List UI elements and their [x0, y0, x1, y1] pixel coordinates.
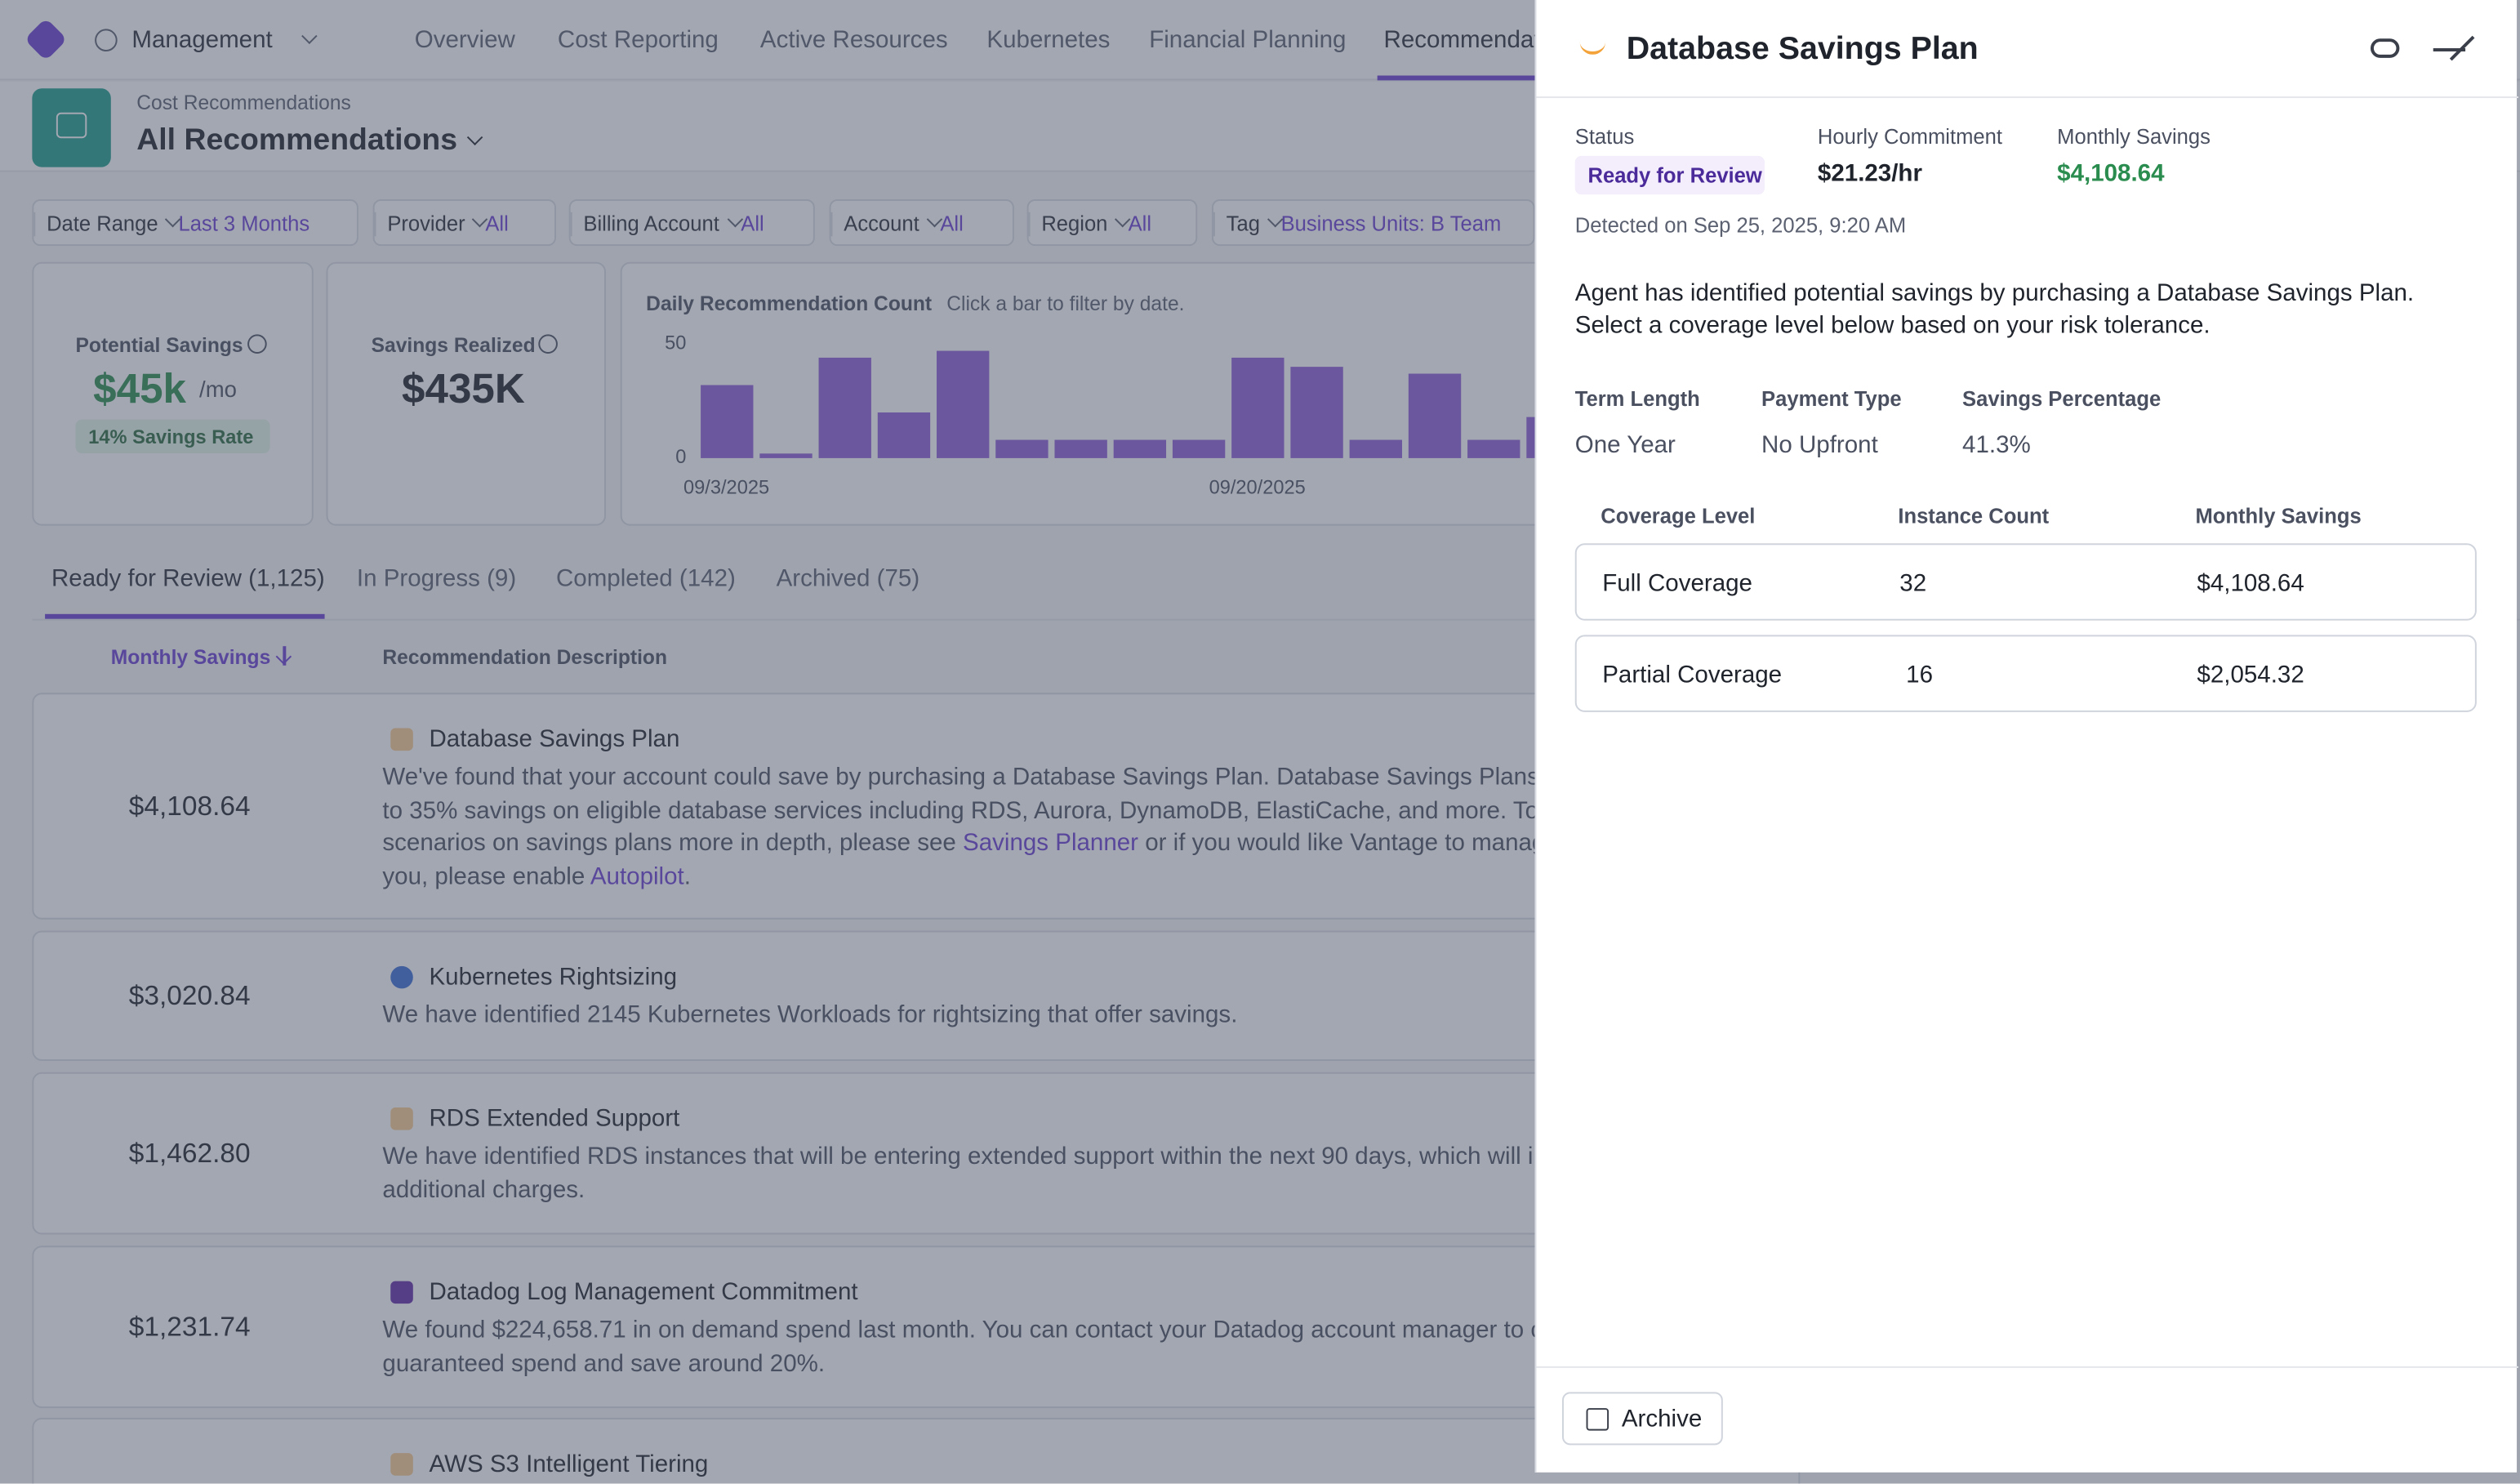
coverage-header: Coverage Level [1601, 504, 1756, 528]
footer-divider [1536, 1366, 2519, 1368]
field-label: Status [1574, 124, 1635, 149]
coverage-cell: Full Coverage [1602, 569, 1753, 598]
coverage-cell: 32 [1899, 569, 1927, 598]
detected-date: Detected on Sep 25, 2025, 9:20 AM [1574, 212, 1907, 238]
status-badge: Ready for Review [1574, 155, 1765, 195]
coverage-cell: Partial Coverage [1602, 661, 1783, 689]
field-value: $21.23/hr [1817, 159, 1922, 188]
term-value: No Upfront [1761, 431, 1878, 459]
term-label: Payment Type [1761, 386, 1902, 411]
term-label: Term Length [1574, 386, 1700, 411]
panel-divider [1536, 96, 2519, 99]
panel-text: Agent has identified potential savings b… [1574, 279, 2415, 340]
field-label: Hourly Commitment [1817, 124, 2002, 149]
field-value: $4,108.64 [2057, 159, 2165, 188]
archive-label: Archive [1621, 1406, 1703, 1433]
term-value: One Year [1574, 431, 1676, 459]
side-panel: Database Savings Plan Status Ready for Rev… [1534, 0, 2519, 1473]
aws-icon [1579, 38, 1606, 55]
coverage-cell: 16 [1906, 661, 1934, 689]
copy-link-button[interactable] [2370, 38, 2400, 58]
panel-title: Database Savings Plan [1626, 31, 1979, 67]
coverage-header: Monthly Savings [2195, 504, 2362, 528]
coverage-option[interactable]: Full Coverage 32 $4,108.64 [1574, 543, 2477, 621]
term-value: 41.3% [1962, 431, 2031, 459]
coverage-option[interactable]: Partial Coverage 16 $2,054.32 [1574, 635, 2477, 712]
field-label: Monthly Savings [2057, 124, 2211, 149]
coverage-cell: $2,054.32 [2197, 661, 2304, 689]
coverage-header: Instance Count [1898, 504, 2050, 528]
archive-button[interactable]: Archive [1562, 1392, 1723, 1446]
status-value: Ready for Review [1587, 163, 1762, 188]
close-icon [2433, 48, 2466, 51]
coverage-cell: $4,108.64 [2197, 569, 2304, 598]
term-label: Savings Percentage [1962, 386, 2162, 411]
close-button[interactable] [2433, 33, 2476, 62]
archive-icon [1586, 1408, 1610, 1431]
